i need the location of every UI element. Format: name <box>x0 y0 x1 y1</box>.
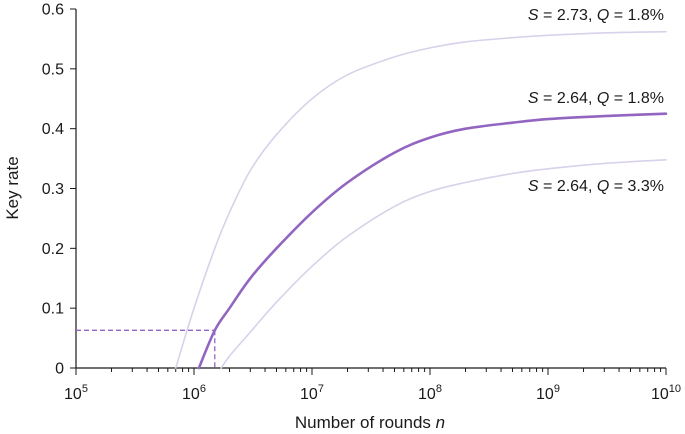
x-tick-label: 109 <box>536 383 560 403</box>
y-tick-label: 0 <box>55 361 64 378</box>
x-axis-title: Number of rounds n <box>295 413 445 432</box>
series-label-1: S = 2.64, Q = 1.8% <box>528 90 664 107</box>
y-tick-label: 0.1 <box>42 301 64 318</box>
y-tick-label: 0.3 <box>42 181 64 198</box>
x-tick-label: 108 <box>418 383 442 403</box>
y-tick-label: 0.4 <box>42 121 64 138</box>
series-line-1 <box>197 112 668 370</box>
axes: 0 0.1 0.2 0.3 0.4 0.5 0.6 105 106 107 108 109 1010 <box>42 2 681 404</box>
series-line-2 <box>220 159 667 369</box>
series-layer <box>174 30 668 370</box>
series-line-0 <box>174 30 667 369</box>
series-label-2: S = 2.64, Q = 3.3% <box>528 178 664 195</box>
x-tick-label: 105 <box>64 383 88 403</box>
y-tick-label: 0.2 <box>42 241 64 258</box>
series-label-0: S = 2.73, Q = 1.8% <box>528 7 664 24</box>
y-tick-label: 0.5 <box>42 61 64 78</box>
x-tick-label: 1010 <box>651 383 681 403</box>
x-axis-title-text: Number of rounds <box>295 413 431 432</box>
y-tick-label: 0.6 <box>42 2 64 19</box>
curve-labels: S = 2.73, Q = 1.8% S = 2.64, Q = 1.8% S = … <box>528 7 664 195</box>
marker-layer <box>76 329 216 368</box>
y-axis-title: Key rate <box>3 156 22 219</box>
x-tick-label: 107 <box>300 383 324 403</box>
x-axis-title-variable: n <box>436 413 445 432</box>
x-tick-label: 106 <box>182 383 206 403</box>
